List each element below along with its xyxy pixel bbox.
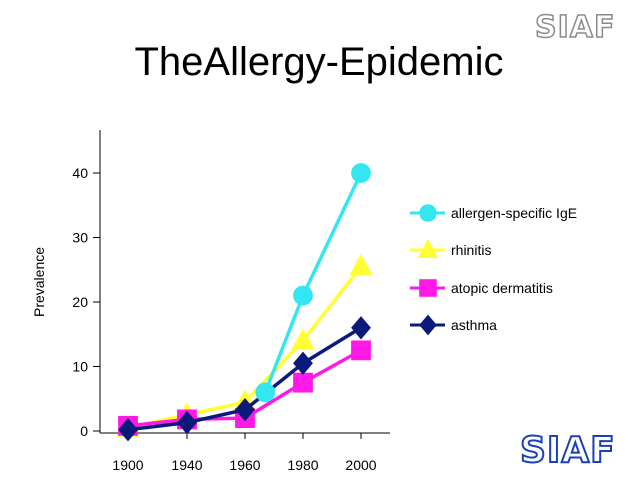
page-title: TheAllergy-Epidemic bbox=[134, 40, 504, 84]
y-tick-label: 10 bbox=[72, 359, 88, 375]
data-point-diamond bbox=[177, 410, 197, 435]
legend-label: allergen-specific IgE bbox=[451, 205, 577, 221]
legend-item: atopic dermatitis bbox=[410, 279, 553, 297]
y-tick-label: 20 bbox=[72, 294, 88, 310]
legend-item: asthma bbox=[410, 314, 497, 336]
data-point-diamond bbox=[293, 351, 313, 375]
data-point-diamond bbox=[235, 398, 255, 422]
x-tick-label: 1900 bbox=[112, 457, 143, 473]
data-point-circle bbox=[255, 382, 276, 403]
data-point-square bbox=[293, 372, 313, 393]
y-tick-label: 40 bbox=[72, 165, 88, 181]
x-ticks: 1900 1940 1960 1980 2000 bbox=[112, 433, 377, 473]
data-point-circle bbox=[351, 163, 371, 183]
y-axis-label: Prevalence bbox=[31, 247, 47, 317]
chart-axes bbox=[99, 130, 390, 434]
y-ticks: 0 10 20 30 40 bbox=[72, 165, 100, 439]
y-tick-label: 0 bbox=[80, 423, 88, 439]
legend-marker-circle bbox=[419, 204, 437, 222]
series-asthma bbox=[118, 316, 371, 442]
data-point-triangle bbox=[349, 253, 373, 276]
y-tick-label: 30 bbox=[72, 230, 88, 246]
x-tick-label: 1940 bbox=[171, 457, 202, 473]
series-atopic-dermatitis bbox=[118, 340, 371, 436]
x-tick-label: 1960 bbox=[229, 457, 260, 473]
legend-label: atopic dermatitis bbox=[451, 280, 553, 296]
chart-legend: allergen-specific IgE rhinitis atopic derm… bbox=[410, 204, 577, 336]
x-tick-label: 1980 bbox=[287, 457, 318, 473]
data-point-diamond bbox=[118, 418, 138, 442]
legend-marker-square bbox=[419, 279, 437, 297]
siaf-logo-bottom: SIAF bbox=[519, 429, 616, 472]
legend-label: asthma bbox=[451, 317, 497, 333]
siaf-logo-top: SIAF bbox=[534, 9, 616, 46]
series-allergen-specific-ige bbox=[255, 163, 371, 403]
data-point-diamond bbox=[351, 316, 371, 340]
legend-item: rhinitis bbox=[410, 238, 491, 258]
legend-marker-triangle bbox=[417, 238, 439, 258]
data-point-triangle bbox=[291, 328, 315, 350]
series-layer bbox=[116, 163, 373, 442]
data-point-square bbox=[351, 340, 371, 361]
x-tick-label: 2000 bbox=[345, 457, 376, 473]
legend-marker-diamond bbox=[419, 314, 437, 336]
legend-item: allergen-specific IgE bbox=[410, 204, 577, 222]
data-point-circle bbox=[293, 285, 313, 306]
legend-label: rhinitis bbox=[451, 242, 491, 258]
